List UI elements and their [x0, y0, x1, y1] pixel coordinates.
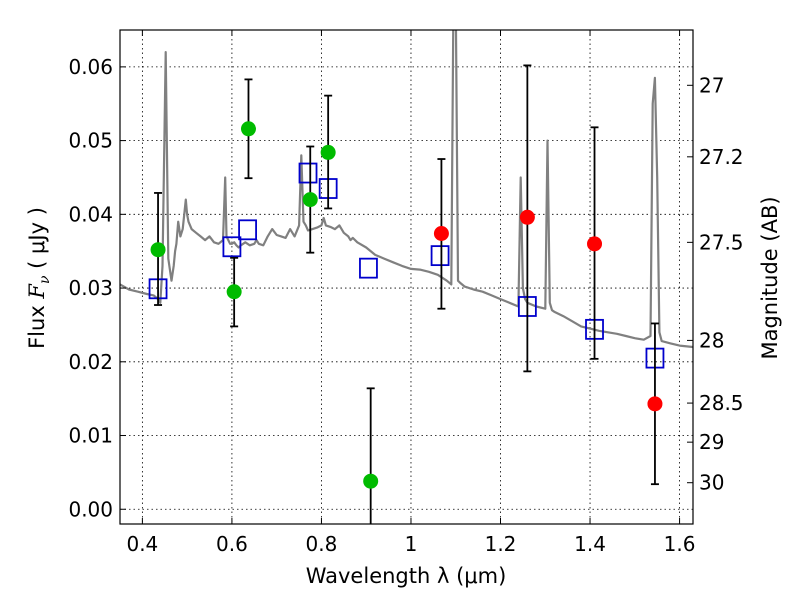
right-tick-label: 27	[699, 73, 724, 97]
observed-point	[226, 284, 242, 300]
right-tick-label: 30	[699, 471, 724, 495]
plot-frame	[119, 29, 694, 525]
observed-point	[519, 209, 535, 225]
model-photometry-square	[359, 257, 378, 279]
right-tick-label: 27.2	[699, 145, 744, 169]
observed-point	[433, 225, 449, 241]
model-photometry-square	[298, 162, 318, 184]
observed-point	[647, 396, 663, 412]
x-axis-label: Wavelength λ (μm)	[306, 564, 507, 588]
model-photometry-square	[222, 236, 242, 258]
observed-point	[302, 192, 318, 208]
right-tick-label: 27.5	[699, 230, 744, 254]
x-tick-label: 1	[405, 532, 418, 556]
right-tick-label: 28	[699, 328, 724, 352]
x-tick-label: 0.8	[306, 532, 338, 556]
x-tick-label: 0.4	[126, 532, 158, 556]
y-tick-label: 0.04	[68, 202, 113, 226]
right-tick-label: 28.5	[699, 391, 744, 415]
y-tick-label: 0.00	[68, 497, 113, 521]
observed-point	[363, 473, 379, 489]
x-tick-label: 0.6	[216, 532, 248, 556]
right-axis-label: Magnitude (AB)	[758, 196, 782, 359]
observed-point	[150, 242, 166, 258]
observed-point	[587, 236, 603, 252]
model-photometry-square	[238, 219, 257, 241]
right-tick-label: 29	[699, 430, 724, 454]
model-photometry-square	[430, 245, 450, 267]
x-tick-label: 1.2	[485, 532, 517, 556]
model-sed-line	[120, 30, 693, 349]
grid	[120, 30, 693, 524]
observed-point	[240, 121, 256, 137]
y-tick-label: 0.01	[68, 424, 113, 448]
y-tick-label: 0.06	[68, 55, 113, 79]
observed-point	[320, 144, 336, 160]
plot-area	[120, 30, 693, 524]
y-axis-label: Flux Fν ( μJy )	[25, 207, 53, 349]
y-tick-label: 0.02	[68, 350, 113, 374]
x-tick-label: 1.6	[664, 532, 696, 556]
y-tick-label: 0.03	[68, 276, 113, 300]
axis-ticks: 0.4 0.6 0.8 1 1.2 1.4 1.6 0.00 0.01 0.02 0.03 0.04 0…	[68, 30, 744, 556]
x-tick-label: 1.4	[574, 532, 606, 556]
y-tick-label: 0.05	[68, 129, 113, 153]
